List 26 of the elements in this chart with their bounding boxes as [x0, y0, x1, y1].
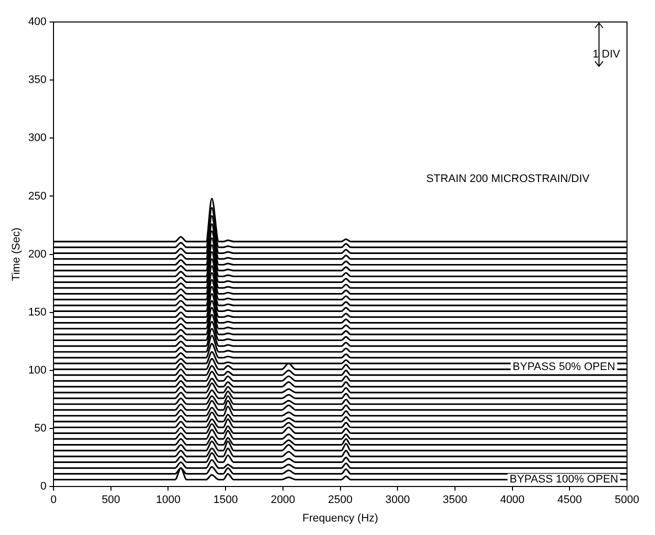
x-axis-title: Frequency (Hz) — [302, 512, 378, 524]
annotation: STRAIN 200 MICROSTRAIN/DIV — [426, 172, 590, 185]
y-tick-label: 350 — [28, 74, 47, 86]
annotation: 1 DIV — [592, 48, 621, 61]
y-tick-label: 250 — [28, 190, 47, 202]
x-tick-label: 2500 — [328, 494, 353, 506]
y-tick-label: 50 — [34, 422, 47, 435]
annotation: BYPASS 50% OPEN — [512, 360, 616, 373]
x-tick-label: 4000 — [500, 494, 525, 506]
x-tick-label: 1000 — [156, 494, 180, 506]
x-tick-label: 3000 — [385, 494, 410, 506]
y-tick-label: 300 — [28, 132, 47, 144]
x-tick-label: 500 — [102, 494, 120, 506]
y-tick-label: 400 — [28, 16, 47, 28]
x-tick-label: 2000 — [270, 494, 296, 506]
y-tick-label: 150 — [28, 306, 47, 318]
y-tick-label: 100 — [28, 364, 47, 376]
annotation: BYPASS 100% OPEN — [510, 474, 618, 486]
x-tick-label: 4500 — [557, 494, 582, 506]
x-tick-label: 0 — [50, 494, 57, 506]
x-tick-label: 3500 — [442, 494, 468, 506]
x-tick-label: 5000 — [614, 494, 640, 506]
x-tick-label: 1500 — [213, 494, 238, 506]
y-axis-title: Time (Sec) — [10, 228, 23, 281]
y-tick-label: 200 — [28, 248, 47, 260]
y-tick-label: 0 — [40, 480, 47, 493]
